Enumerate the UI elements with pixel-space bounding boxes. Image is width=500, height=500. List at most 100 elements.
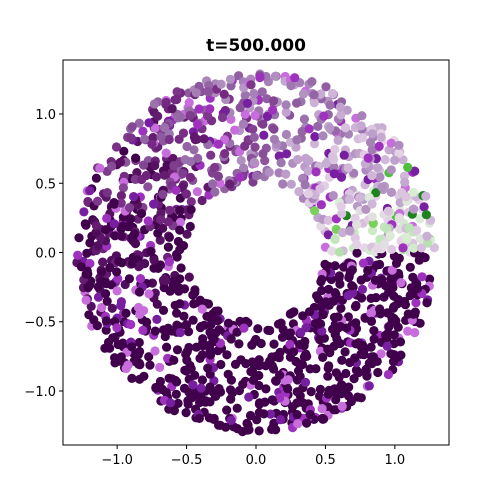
scatter-points xyxy=(72,69,439,437)
scatter-point xyxy=(242,98,253,108)
scatter-point xyxy=(330,234,340,244)
scatter-point xyxy=(321,159,331,169)
scatter-point xyxy=(409,204,419,214)
scatter-point xyxy=(373,244,383,254)
scatter-point xyxy=(290,73,300,83)
scatter-point xyxy=(366,316,377,326)
scatter-point xyxy=(305,364,315,374)
scatter-point xyxy=(402,234,412,244)
scatter-point xyxy=(210,162,220,173)
scatter-point xyxy=(309,90,319,100)
scatter-point xyxy=(304,307,315,317)
scatter-point xyxy=(81,295,91,305)
scatter-point xyxy=(326,297,336,307)
scatter-point xyxy=(173,236,183,247)
scatter-point xyxy=(329,405,339,415)
scatter-point xyxy=(185,172,195,182)
scatter-point xyxy=(352,248,362,258)
scatter-point xyxy=(203,87,213,97)
scatter-point xyxy=(410,166,420,176)
scatter-point xyxy=(398,243,408,253)
scatter-point xyxy=(352,239,362,250)
scatter-point xyxy=(182,355,192,365)
scatter-point xyxy=(197,304,207,314)
scatter-point xyxy=(171,185,181,195)
scatter-point xyxy=(250,110,260,121)
scatter-point xyxy=(323,389,333,399)
scatter-point xyxy=(340,347,350,357)
scatter-point xyxy=(260,397,270,407)
scatter-point xyxy=(225,179,235,189)
scatter-point xyxy=(82,248,92,258)
scatter-point xyxy=(236,355,246,365)
scatter-point xyxy=(323,371,333,381)
scatter-point xyxy=(149,263,159,273)
scatter-point xyxy=(371,293,381,303)
scatter-point xyxy=(307,77,317,87)
scatter-point xyxy=(310,132,320,142)
scatter-point xyxy=(389,302,399,312)
scatter-point xyxy=(369,334,379,344)
scatter-point xyxy=(298,398,308,408)
scatter-point xyxy=(160,123,170,133)
scatter-point xyxy=(152,299,162,309)
scatter-point xyxy=(342,105,352,115)
scatter-point xyxy=(413,283,423,294)
y-tick-label: −0.5 xyxy=(24,316,56,331)
scatter-point xyxy=(310,139,320,149)
x-tick-label: 0.5 xyxy=(315,453,336,468)
scatter-point xyxy=(377,275,387,285)
scatter-point xyxy=(336,110,346,120)
scatter-point xyxy=(293,154,303,165)
scatter-point xyxy=(102,213,112,223)
scatter-point xyxy=(126,133,136,143)
scatter-point xyxy=(269,96,279,106)
scatter-point xyxy=(315,184,325,194)
scatter-point xyxy=(181,408,191,418)
scatter-point xyxy=(153,228,163,238)
scatter-point xyxy=(135,346,145,357)
scatter-point xyxy=(209,334,219,344)
scatter-point xyxy=(365,137,376,147)
scatter-point xyxy=(186,197,196,207)
y-tick-label: 1.0 xyxy=(35,108,56,123)
scatter-point xyxy=(369,326,379,336)
scatter-point xyxy=(328,191,338,201)
scatter-point xyxy=(240,109,250,119)
scatter-point xyxy=(317,404,327,414)
scatter-point xyxy=(380,155,390,165)
scatter-point xyxy=(184,272,194,282)
scatter-point xyxy=(80,219,90,229)
scatter-point xyxy=(358,258,368,268)
scatter-point xyxy=(352,220,362,230)
scatter-point xyxy=(364,381,374,391)
scatter-point xyxy=(375,259,385,270)
scatter-point xyxy=(172,94,182,105)
scatter-point xyxy=(338,228,348,238)
scatter-point xyxy=(354,367,364,378)
scatter-point xyxy=(401,192,411,202)
scatter-point xyxy=(342,323,352,333)
scatter-point xyxy=(106,280,116,290)
scatter-point xyxy=(113,339,123,350)
scatter-point xyxy=(368,352,378,362)
scatter-point xyxy=(354,192,365,203)
scatter-point xyxy=(135,309,145,319)
scatter-point xyxy=(292,135,302,145)
scatter-point xyxy=(417,272,427,282)
scatter-point xyxy=(411,298,421,308)
scatter-point xyxy=(387,317,397,327)
scatter-point xyxy=(85,186,95,196)
scatter-point xyxy=(337,209,347,219)
scatter-point xyxy=(275,415,286,425)
scatter-point xyxy=(175,225,185,235)
scatter-point xyxy=(262,111,273,121)
scatter-point xyxy=(386,165,396,175)
scatter-point xyxy=(294,187,304,197)
scatter-point xyxy=(105,263,115,273)
scatter-point xyxy=(156,132,166,142)
scatter-point xyxy=(170,375,181,386)
scatter-point xyxy=(79,207,89,217)
scatter-point xyxy=(226,81,236,91)
scatter-point xyxy=(112,286,122,296)
